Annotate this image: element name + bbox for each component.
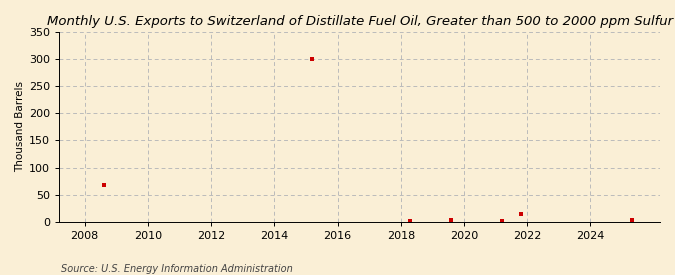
Y-axis label: Thousand Barrels: Thousand Barrels: [15, 81, 25, 172]
Title: Monthly U.S. Exports to Switzerland of Distillate Fuel Oil, Greater than 500 to : Monthly U.S. Exports to Switzerland of D…: [47, 15, 673, 28]
Text: Source: U.S. Energy Information Administration: Source: U.S. Energy Information Administ…: [61, 264, 292, 274]
